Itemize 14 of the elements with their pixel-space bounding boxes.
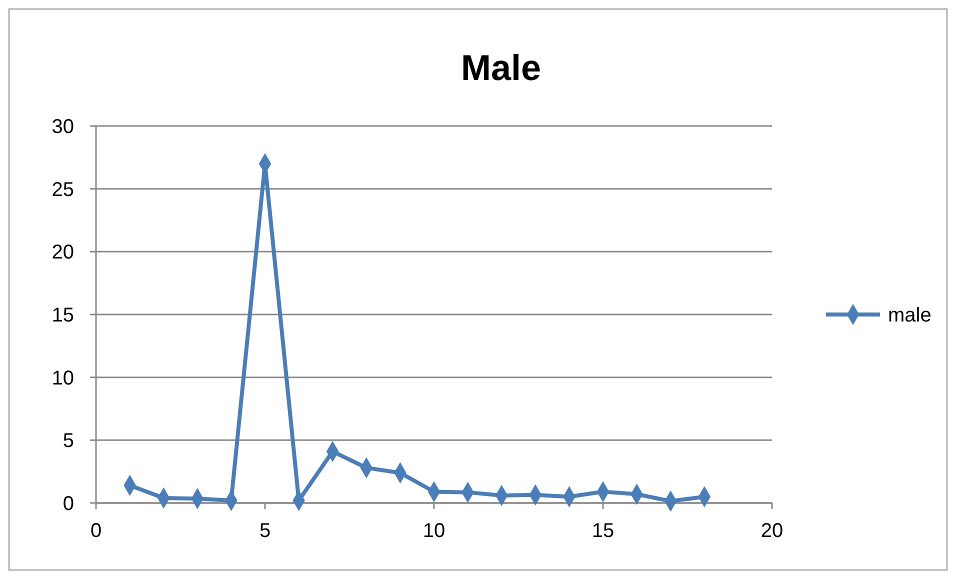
y-tick-label: 20: [52, 242, 74, 264]
x-tick-label: 10: [422, 520, 446, 542]
y-tick-label: 5: [62, 430, 74, 452]
x-tick-label: 0: [90, 520, 102, 542]
y-tick-label: 25: [52, 178, 74, 201]
legend-label: male: [888, 304, 932, 326]
y-tick-label: 0: [62, 493, 74, 515]
y-tick-label: 15: [52, 304, 74, 326]
y-tick-label: 10: [52, 367, 74, 390]
chart-title: Male: [460, 47, 542, 88]
x-tick-label: 15: [592, 520, 614, 542]
x-tick-label: 20: [760, 520, 784, 542]
x-tick-label: 5: [259, 520, 271, 542]
y-tick-label: 30: [52, 116, 74, 138]
